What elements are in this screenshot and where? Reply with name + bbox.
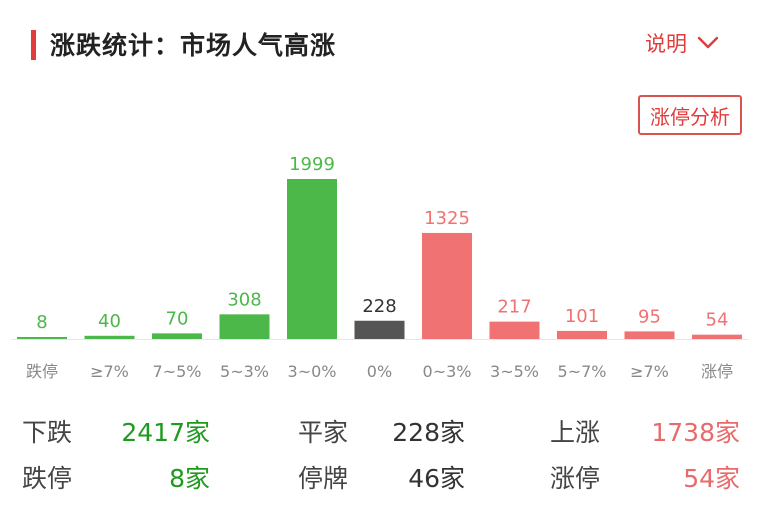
- stat-value-up: 1738家: [651, 418, 740, 447]
- category-label-7: 3~5%: [490, 362, 539, 381]
- bar-2: [152, 333, 202, 339]
- bar-3: [219, 314, 270, 339]
- category-label-3: 5~3%: [220, 362, 269, 381]
- bar-value-label-9: 95: [638, 306, 661, 327]
- category-label-6: 0~3%: [423, 362, 472, 381]
- stat-value-limit-down: 8家: [169, 464, 210, 493]
- stat-label-down: 下跌: [22, 418, 73, 447]
- category-label-4: 3~0%: [288, 362, 337, 381]
- category-label-1: ≥7%: [90, 362, 129, 381]
- category-label-0: 跌停: [26, 362, 58, 381]
- bar-value-label-2: 70: [166, 308, 189, 329]
- stat-label-up: 上涨: [550, 418, 601, 447]
- page-title: 涨跌统计：市场人气高涨: [50, 31, 337, 60]
- stat-label-limit-up: 涨停: [550, 464, 601, 493]
- stat-value-down: 2417家: [121, 418, 210, 447]
- bar-9: [624, 331, 675, 339]
- bar-value-label-6: 1325: [424, 208, 470, 229]
- bar-value-label-1: 40: [98, 311, 121, 332]
- distribution-bar-chart: 8 跌停 40 ≥7% 70 7~5% 308 5~3% 1999 3~0% 228 0% 1325 0~…: [12, 154, 748, 381]
- bar-value-label-5: 228: [362, 296, 396, 317]
- bar-6: [422, 232, 472, 339]
- explain-toggle[interactable]: 说明: [645, 28, 719, 58]
- bar-value-label-4: 1999: [289, 154, 335, 175]
- header: 涨跌统计：市场人气高涨 说明: [0, 0, 760, 80]
- bar-value-label-8: 101: [565, 306, 599, 327]
- stat-label-limit-down: 跌停: [22, 464, 73, 493]
- bar-value-label-0: 8: [36, 312, 47, 333]
- category-label-9: ≥7%: [630, 362, 669, 381]
- bar-1: [84, 335, 135, 339]
- bar-value-label-7: 217: [497, 297, 531, 318]
- bar-5: [354, 320, 405, 339]
- bar-10: [692, 334, 742, 339]
- title-accent-bar: [31, 30, 36, 60]
- stat-value-limit-up: 54家: [683, 464, 740, 493]
- category-label-10: 涨停: [701, 362, 733, 381]
- category-label-8: 5~7%: [558, 362, 607, 381]
- category-label-5: 0%: [367, 362, 392, 381]
- bar-value-label-10: 54: [706, 310, 729, 331]
- explain-label: 说明: [645, 32, 687, 56]
- bar-4: [287, 179, 337, 339]
- chevron-down-icon: [697, 36, 719, 49]
- stat-value-suspended: 46家: [408, 464, 465, 493]
- bar-7: [489, 321, 540, 339]
- stat-value-flat: 228家: [392, 418, 465, 447]
- category-label-2: 7~5%: [153, 362, 202, 381]
- bar-value-label-3: 308: [227, 289, 261, 310]
- bar-0: [17, 337, 67, 339]
- stat-label-suspended: 停牌: [298, 464, 349, 493]
- limit-up-analysis-button[interactable]: 涨停分析: [638, 95, 742, 135]
- stat-label-flat: 平家: [298, 418, 349, 447]
- summary-stats: 下跌 2417家 平家 228家 上涨 1738家 跌停 8家 停牌 46家 涨…: [0, 405, 760, 515]
- bar-8: [557, 330, 607, 339]
